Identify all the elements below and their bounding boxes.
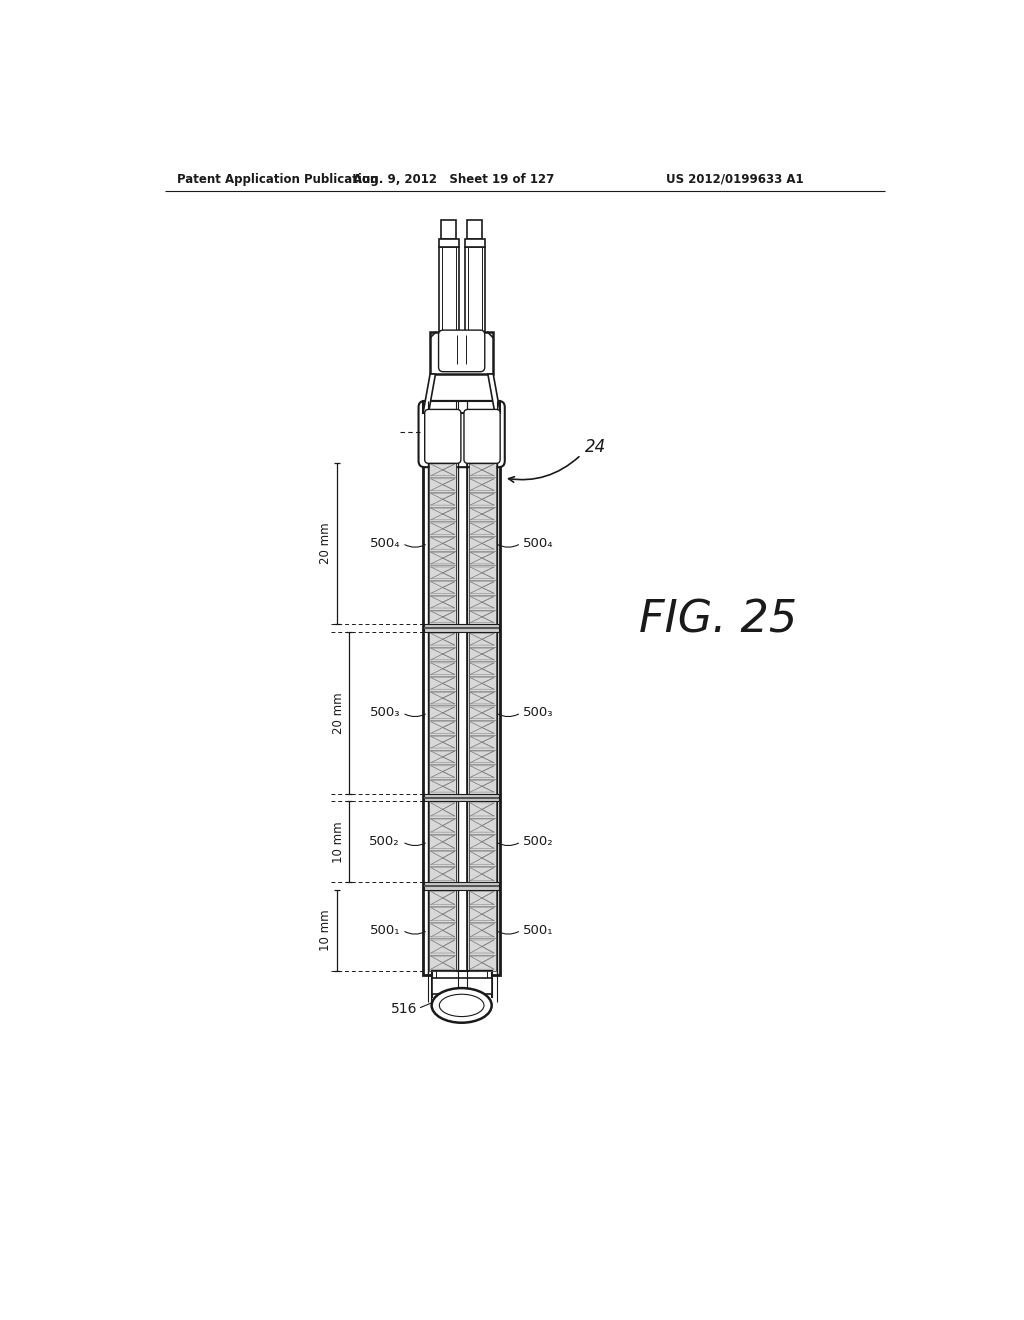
Bar: [424, 624, 500, 632]
Text: US 2012/0199633 A1: US 2012/0199633 A1: [666, 173, 804, 186]
Bar: [438, 239, 459, 247]
Text: 500₃: 500₃: [370, 706, 400, 719]
Bar: [465, 239, 484, 247]
Text: 516: 516: [390, 1002, 417, 1016]
FancyBboxPatch shape: [464, 409, 500, 463]
Bar: [465, 247, 484, 331]
FancyBboxPatch shape: [425, 409, 461, 463]
Bar: [469, 801, 496, 882]
Bar: [438, 247, 459, 331]
Bar: [469, 890, 496, 970]
Polygon shape: [487, 374, 500, 412]
Text: 500₁: 500₁: [523, 924, 554, 937]
Text: 500₂: 500₂: [523, 836, 554, 849]
Text: Patent Application Publication: Patent Application Publication: [177, 173, 378, 186]
Text: 24: 24: [585, 438, 606, 457]
Text: 500₁: 500₁: [370, 924, 400, 937]
Text: 500₄: 500₄: [523, 537, 554, 550]
Bar: [430, 331, 494, 374]
Bar: [432, 970, 492, 1002]
Text: 500₂: 500₂: [370, 836, 400, 849]
FancyBboxPatch shape: [438, 330, 484, 372]
Bar: [469, 632, 496, 793]
Bar: [432, 978, 492, 994]
Bar: [429, 632, 457, 793]
Ellipse shape: [439, 994, 484, 1016]
Polygon shape: [423, 374, 435, 412]
Text: 500₄: 500₄: [370, 537, 400, 550]
Bar: [423, 401, 500, 412]
Bar: [429, 801, 457, 882]
Bar: [469, 462, 496, 624]
Text: 10 mm: 10 mm: [319, 909, 333, 952]
Bar: [424, 882, 500, 890]
Text: 10 mm: 10 mm: [332, 821, 345, 862]
Text: Aug. 9, 2012   Sheet 19 of 127: Aug. 9, 2012 Sheet 19 of 127: [353, 173, 555, 186]
Bar: [432, 998, 492, 1006]
Text: 500₃: 500₃: [523, 706, 554, 719]
Text: FIG. 25: FIG. 25: [639, 599, 797, 642]
Bar: [429, 462, 457, 624]
FancyBboxPatch shape: [419, 401, 505, 467]
Bar: [429, 890, 457, 970]
Text: 20 mm: 20 mm: [319, 523, 333, 564]
Bar: [467, 220, 482, 239]
Text: 20 mm: 20 mm: [332, 692, 345, 734]
Bar: [441, 220, 457, 239]
Ellipse shape: [432, 989, 492, 1023]
Bar: [423, 413, 500, 974]
Bar: [424, 793, 500, 801]
